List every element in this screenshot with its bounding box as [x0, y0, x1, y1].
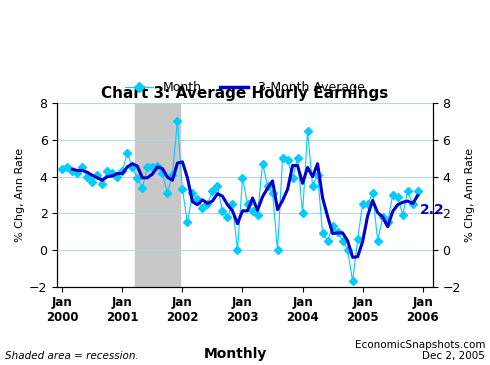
Y-axis label: % Chg, Ann Rate: % Chg, Ann Rate: [15, 148, 25, 242]
3-Month Average: [265, 186, 270, 191]
3-Month Average: [375, 211, 381, 215]
Text: EconomicSnapshots.com
Dec 2, 2005: EconomicSnapshots.com Dec 2, 2005: [355, 340, 485, 361]
3-Month Average: [114, 171, 120, 176]
3-Month Average: [179, 160, 185, 164]
Month: [174, 119, 180, 124]
Line: 3-Month Average: 3-Month Average: [73, 162, 417, 257]
Bar: [135, 103, 180, 287]
Text: Shaded area = recession.: Shaded area = recession.: [5, 351, 139, 361]
Line: Month: Month: [59, 118, 421, 284]
Month: [395, 195, 401, 199]
Text: 2.2: 2.2: [420, 203, 445, 216]
Month: [290, 176, 295, 181]
3-Month Average: [174, 161, 180, 165]
3-Month Average: [415, 193, 420, 198]
Month: [305, 128, 311, 133]
Month: [185, 220, 191, 225]
Month: [350, 279, 356, 283]
3-Month Average: [350, 255, 356, 260]
3-Month Average: [220, 194, 225, 198]
Title: Chart 3: Average Hourly Earnings: Chart 3: Average Hourly Earnings: [101, 85, 389, 101]
Month: [265, 184, 270, 188]
Month: [59, 167, 65, 172]
Month: [415, 189, 420, 193]
Text: Monthly: Monthly: [203, 347, 267, 361]
3-Month Average: [149, 172, 155, 176]
Month: [109, 171, 115, 175]
Y-axis label: % Chg, Ann Rate: % Chg, Ann Rate: [465, 148, 475, 242]
Legend: Month, 3-Month Average: Month, 3-Month Average: [120, 76, 370, 99]
3-Month Average: [70, 167, 75, 172]
